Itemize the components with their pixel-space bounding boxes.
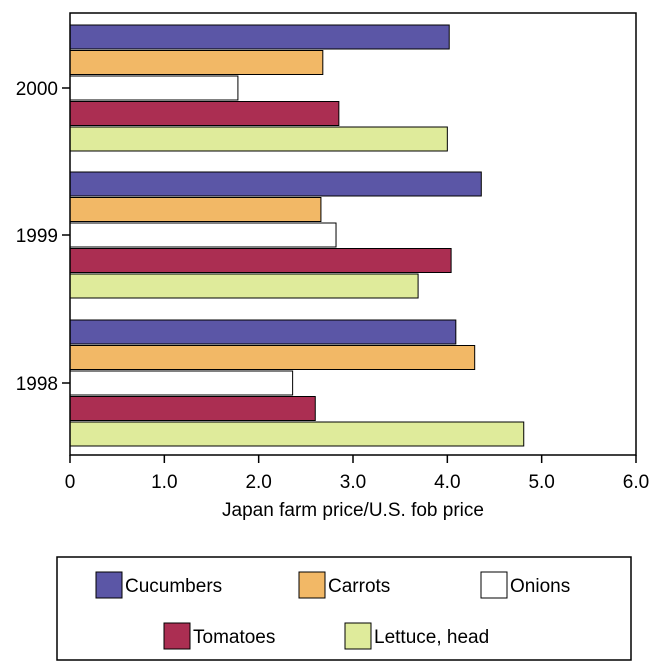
x-tick-label: 6.0 — [623, 472, 649, 493]
y-tick-label-1999: 1999 — [16, 226, 58, 247]
bar-2000-tomatoes — [69, 101, 340, 126]
legend-swatch-tomatoes — [163, 622, 191, 650]
legend-swatch-onions — [480, 571, 508, 599]
x-tick-label: 2.0 — [245, 472, 271, 493]
legend-swatch-cucumbers — [95, 571, 123, 599]
x-tick-label: 1.0 — [151, 472, 177, 493]
x-tick-label: 0 — [65, 472, 76, 493]
x-axis-label: Japan farm price/U.S. fob price — [222, 500, 484, 521]
y-tick-label-1998: 1998 — [16, 374, 58, 395]
bar-1999-lettuce-head — [69, 273, 419, 299]
bars-group — [69, 24, 525, 447]
bar-2000-cucumbers — [69, 24, 450, 50]
x-tick-label: 3.0 — [340, 472, 366, 493]
bar-1998-onions — [69, 370, 294, 396]
bar-1998-cucumbers — [69, 319, 457, 345]
x-tick-label: 5.0 — [528, 472, 554, 493]
bar-1998-lettuce-head — [69, 421, 525, 447]
bar-2000-lettuce-head — [69, 126, 448, 152]
bar-1998-carrots — [69, 345, 476, 370]
legend-label-carrots: Carrots — [328, 576, 390, 597]
x-tick-label: 4.0 — [434, 472, 460, 493]
bar-1999-tomatoes — [69, 248, 452, 273]
x-axis: 0 1.0 2.0 3.0 4.0 5.0 6.0 — [65, 455, 649, 493]
legend-label-onions: Onions — [510, 576, 570, 597]
legend-swatch-lettuce-head — [344, 622, 372, 650]
y-axis: 2000 1999 1998 — [16, 79, 70, 395]
legend-swatch-carrots — [298, 571, 326, 599]
legend-label-lettuce-head: Lettuce, head — [374, 627, 489, 648]
bar-1999-cucumbers — [69, 171, 482, 197]
bar-1999-carrots — [69, 197, 322, 222]
bar-1998-tomatoes — [69, 396, 316, 421]
y-tick-label-2000: 2000 — [16, 79, 58, 100]
bar-2000-carrots — [69, 50, 324, 75]
legend-label-cucumbers: Cucumbers — [125, 576, 222, 597]
legend-label-tomatoes: Tomatoes — [193, 627, 275, 648]
bar-2000-onions — [69, 75, 239, 101]
bar-1999-onions — [69, 222, 337, 248]
legend-frame — [56, 556, 632, 661]
legend: Cucumbers Carrots Onions Tomatoes Lettuce, h… — [56, 556, 632, 661]
